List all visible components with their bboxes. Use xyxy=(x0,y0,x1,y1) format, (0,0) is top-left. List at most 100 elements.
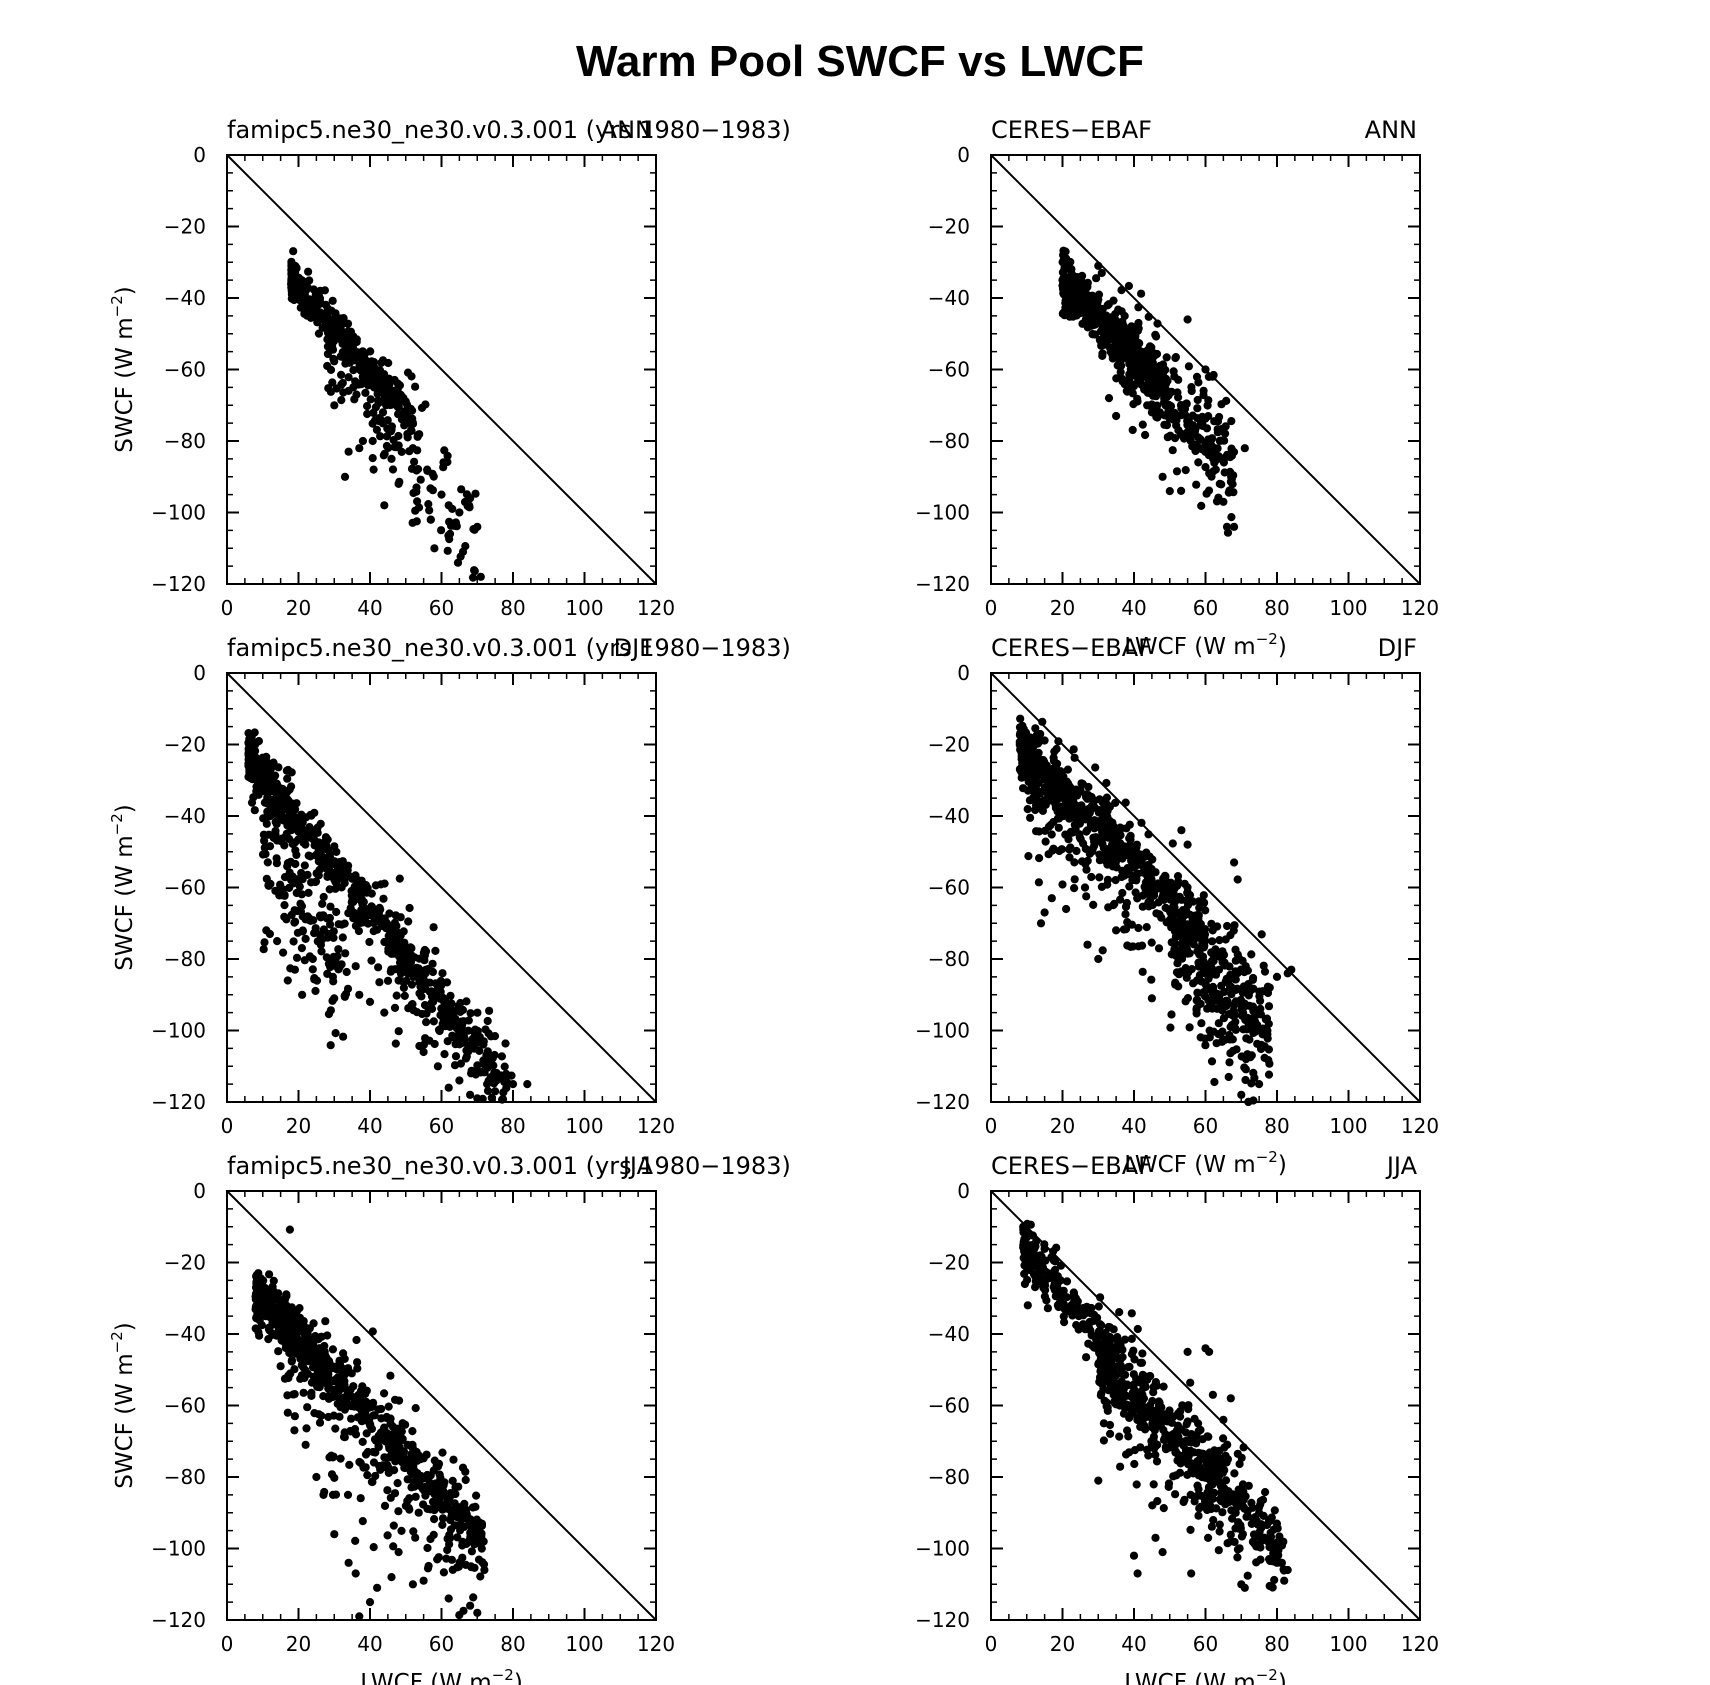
data-point xyxy=(349,1382,358,1391)
data-point xyxy=(295,1304,304,1313)
y-tick-label: −20 xyxy=(164,1251,206,1275)
data-point xyxy=(1192,1009,1201,1018)
x-tick-label: 120 xyxy=(1401,596,1439,620)
scatter-points xyxy=(1015,714,1296,1107)
data-point xyxy=(1121,798,1130,807)
data-point xyxy=(297,944,306,953)
data-point xyxy=(259,945,268,954)
data-point xyxy=(295,882,304,891)
data-point xyxy=(448,1031,457,1040)
data-point xyxy=(1222,522,1232,531)
data-point xyxy=(1249,984,1258,993)
data-point xyxy=(1112,863,1121,872)
data-point xyxy=(1131,875,1140,885)
data-point xyxy=(340,1433,349,1442)
data-point xyxy=(1193,395,1202,405)
data-point xyxy=(356,1458,365,1468)
x-tick-label: 40 xyxy=(357,1114,382,1138)
data-point xyxy=(1023,805,1032,814)
data-point xyxy=(399,955,408,964)
data-point xyxy=(1208,372,1217,381)
data-point xyxy=(458,1020,467,1029)
data-point xyxy=(1108,840,1117,849)
panel-season-label: ANN xyxy=(1365,116,1417,144)
data-point xyxy=(384,358,393,368)
data-point xyxy=(326,387,335,396)
data-point xyxy=(290,918,299,927)
data-point xyxy=(358,436,367,446)
data-point xyxy=(444,501,453,510)
data-point xyxy=(283,862,292,871)
data-point xyxy=(281,1329,290,1338)
data-point xyxy=(320,1341,329,1351)
data-point xyxy=(1138,859,1147,868)
y-tick-label: −40 xyxy=(164,1322,206,1346)
data-point xyxy=(1214,1019,1223,1028)
data-point xyxy=(307,1388,316,1397)
y-tick-label: −80 xyxy=(928,1465,970,1489)
data-point xyxy=(420,1001,430,1010)
scatter-panel: 0 20 40 60 80 100 120 0 −20 −40 −60 −80 −100 −120 CERE… xyxy=(915,634,1439,1178)
data-point xyxy=(312,1381,321,1390)
data-point xyxy=(1147,994,1156,1003)
data-point xyxy=(466,1090,475,1099)
data-point xyxy=(366,911,375,920)
y-axis-label: SWCF (W m−2) xyxy=(108,1322,138,1488)
data-point xyxy=(272,791,281,800)
data-point xyxy=(1197,977,1206,986)
y-tick-label: −60 xyxy=(164,876,206,900)
data-point xyxy=(1108,354,1117,363)
data-point xyxy=(337,334,346,343)
data-point xyxy=(1084,815,1093,824)
data-point xyxy=(424,500,433,509)
data-point xyxy=(459,1606,468,1615)
data-point xyxy=(465,1517,474,1526)
data-point xyxy=(310,1359,319,1368)
data-point xyxy=(317,947,326,956)
data-point xyxy=(1116,831,1125,840)
data-point xyxy=(264,881,273,890)
data-point xyxy=(1152,909,1161,918)
y-tick-label: 0 xyxy=(957,1179,970,1203)
data-point xyxy=(1210,951,1219,961)
data-point xyxy=(1197,501,1206,510)
data-point xyxy=(1121,910,1130,919)
data-point xyxy=(1174,916,1183,926)
data-point xyxy=(1119,321,1128,330)
data-point xyxy=(399,1454,408,1463)
data-point xyxy=(1181,997,1190,1006)
data-point xyxy=(269,758,278,767)
data-point xyxy=(1116,368,1125,377)
data-point xyxy=(369,374,378,383)
data-point xyxy=(393,1479,402,1488)
data-point xyxy=(300,1373,309,1383)
data-point xyxy=(362,888,371,897)
data-point xyxy=(1036,801,1045,810)
data-point xyxy=(1167,1010,1176,1019)
data-point xyxy=(283,976,292,985)
y-tick-label: −120 xyxy=(915,1608,970,1632)
data-point xyxy=(388,947,397,957)
data-point xyxy=(1237,1090,1246,1099)
data-point xyxy=(1236,965,1245,974)
data-point xyxy=(263,858,272,867)
data-point xyxy=(397,415,406,424)
data-point xyxy=(1051,800,1060,809)
data-point xyxy=(287,1357,296,1366)
data-point xyxy=(1109,901,1118,910)
data-point xyxy=(1193,988,1202,997)
x-tick-label: 60 xyxy=(1193,596,1218,620)
data-point xyxy=(289,806,298,816)
data-point xyxy=(298,990,307,999)
data-point xyxy=(396,1429,405,1438)
data-point xyxy=(1137,818,1146,827)
data-point xyxy=(419,1047,428,1057)
x-axis-label: LWCF (W m−2) xyxy=(360,1666,523,1685)
y-tick-label: −100 xyxy=(915,1019,970,1043)
data-point xyxy=(308,311,317,320)
data-point xyxy=(1247,950,1256,959)
data-point xyxy=(1075,819,1084,828)
data-point xyxy=(1106,854,1116,863)
data-point xyxy=(453,1563,462,1572)
data-point xyxy=(389,1521,398,1530)
